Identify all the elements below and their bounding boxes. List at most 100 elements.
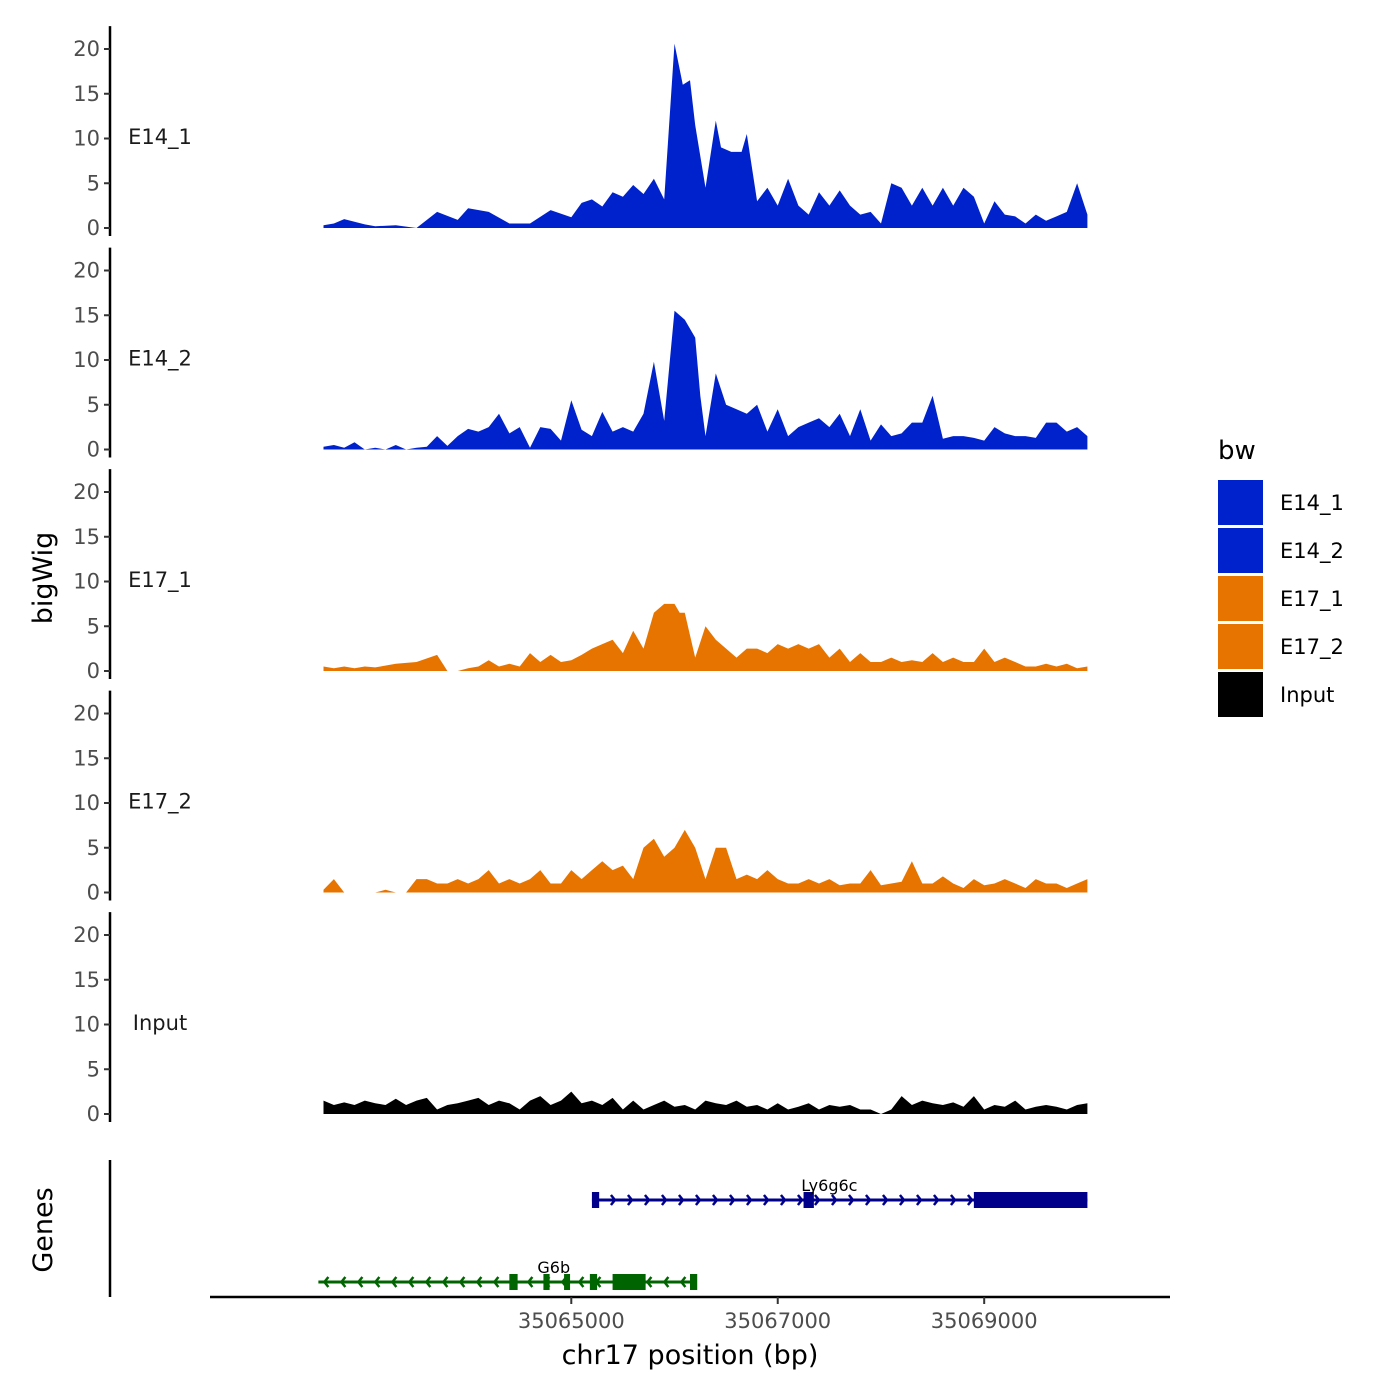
strand-arrow — [424, 1276, 432, 1288]
strand-arrow — [881, 1194, 889, 1206]
exon — [973, 1192, 1088, 1208]
signal-area — [323, 829, 1088, 893]
strand-arrow — [694, 1194, 702, 1206]
strand-arrow — [390, 1276, 398, 1288]
exon — [509, 1274, 518, 1290]
strand-arrow — [847, 1194, 855, 1206]
strand-arrow — [626, 1194, 634, 1206]
y-tick-label: 20 — [73, 923, 100, 947]
strand-arrow — [830, 1194, 838, 1206]
track-e17-2: 0 5 10 15 20 E17_2 — [73, 690, 1088, 905]
legend-key-input — [1218, 672, 1263, 717]
y-tick-label: 15 — [73, 525, 100, 549]
exon — [591, 1192, 600, 1208]
strand-arrow — [322, 1276, 330, 1288]
y-tick-label: 5 — [87, 614, 100, 638]
strand-arrow — [441, 1276, 449, 1288]
strand-arrow — [864, 1194, 872, 1206]
legend-key-e14-1 — [1218, 480, 1263, 525]
strand-arrow — [643, 1194, 651, 1206]
track-e14-1: 0 5 10 15 20 E14_1 — [73, 26, 1088, 240]
y-tick-label: 10 — [73, 348, 100, 372]
y-tick-label: 20 — [73, 480, 100, 504]
tracks-layer: 05101520E14_105101520E14_205101520E17_10… — [73, 26, 1088, 1126]
strand-arrow — [915, 1194, 923, 1206]
strand-arrow — [711, 1194, 719, 1206]
signal-area — [323, 1091, 1088, 1114]
y-tick-label: 0 — [87, 438, 100, 462]
y-tick-label: 0 — [87, 216, 100, 240]
track-e14-2: 0 5 10 15 20 E14_2 — [73, 247, 1088, 462]
y-tick-label: 10 — [73, 1013, 100, 1037]
track-e17-1: 0 5 10 15 20 E17_1 — [73, 469, 1088, 683]
y-tick-label: 15 — [73, 746, 100, 770]
legend-label: E14_1 — [1280, 491, 1344, 516]
strand-arrow — [407, 1276, 415, 1288]
track-input: 0 5 10 15 20 Input — [73, 912, 1088, 1126]
y-tick-label: 0 — [87, 1102, 100, 1126]
strand-arrow — [745, 1194, 753, 1206]
y-tick-label: 0 — [87, 881, 100, 905]
exon — [612, 1274, 646, 1290]
strand-arrow — [660, 1194, 668, 1206]
x-tick-label: 35067000 — [724, 1309, 831, 1333]
strand-arrow — [492, 1276, 500, 1288]
exon — [589, 1274, 598, 1290]
legend-label: E17_1 — [1280, 587, 1344, 612]
strand-arrow — [645, 1276, 653, 1288]
legend-key-e17-1 — [1218, 576, 1263, 621]
y-tick-label: 20 — [73, 259, 100, 283]
exon — [690, 1274, 698, 1290]
strand-arrow — [728, 1194, 736, 1206]
strand-arrow — [762, 1194, 770, 1206]
strand-arrow — [813, 1194, 821, 1206]
strand-arrow — [339, 1276, 347, 1288]
exon — [543, 1274, 550, 1290]
legend-title: bw — [1218, 436, 1256, 466]
gene-g6b: G6b — [318, 1258, 698, 1290]
track-label: E17_2 — [128, 790, 192, 815]
strand-arrow — [679, 1276, 687, 1288]
signal-area — [323, 603, 1088, 671]
gene-label: Ly6g6c — [801, 1176, 857, 1195]
y-tick-label: 10 — [73, 791, 100, 815]
x-tick-label: 35065000 — [518, 1309, 625, 1333]
y-axis-title: bigWig — [28, 532, 59, 625]
y-tick-label: 20 — [73, 37, 100, 61]
y-tick-label: 5 — [87, 393, 100, 417]
y-tick-label: 15 — [73, 968, 100, 992]
strand-arrow — [373, 1276, 381, 1288]
strand-arrow — [609, 1194, 617, 1206]
legend-key-e14-2 — [1218, 528, 1263, 573]
track-label: E14_1 — [128, 125, 192, 150]
gene-ly6g6c: Ly6g6c — [591, 1176, 1088, 1208]
x-tick-label: 35069000 — [931, 1309, 1038, 1333]
x-axis-title: chr17 position (bp) — [562, 1340, 819, 1371]
legend-label: E14_2 — [1280, 539, 1344, 564]
strand-arrow — [677, 1194, 685, 1206]
exon — [803, 1192, 814, 1208]
y-tick-label: 15 — [73, 303, 100, 327]
legend-label: E17_2 — [1280, 635, 1344, 660]
y-tick-label: 0 — [87, 659, 100, 683]
strand-arrow — [356, 1276, 364, 1288]
track-label: E14_2 — [128, 347, 192, 372]
strand-arrow — [526, 1276, 534, 1288]
legend-label: Input — [1280, 683, 1334, 707]
y-tick-label: 5 — [87, 836, 100, 860]
strand-arrow — [577, 1276, 585, 1288]
y-tick-label: 10 — [73, 127, 100, 151]
genes-layer: Ly6g6c G6b — [108, 1160, 1088, 1297]
track-label: Input — [133, 1011, 187, 1035]
track-label: E17_1 — [128, 568, 192, 593]
y-tick-label: 5 — [87, 1057, 100, 1081]
y-tick-label: 10 — [73, 570, 100, 594]
x-axis: 35065000 35067000 35069000 — [210, 1295, 1170, 1333]
strand-arrow — [796, 1194, 804, 1206]
strand-arrow — [898, 1194, 906, 1206]
y-tick-label: 15 — [73, 82, 100, 106]
y-tick-label: 5 — [87, 171, 100, 195]
legend-key-e17-2 — [1218, 624, 1263, 669]
strand-arrow — [966, 1194, 974, 1206]
